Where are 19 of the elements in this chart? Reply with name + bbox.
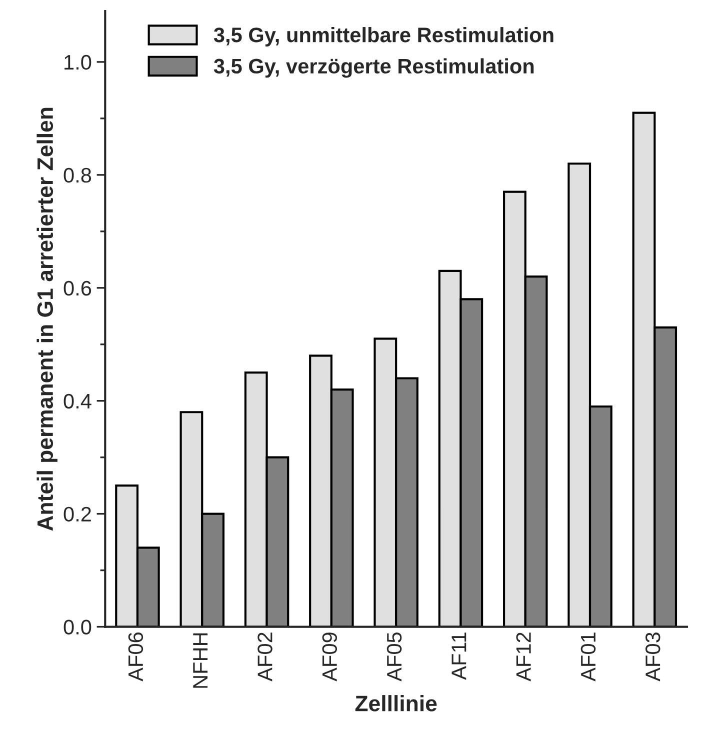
legend-label: 3,5 Gy, unmittelbare Restimulation (214, 27, 554, 46)
x-tick-label: AF03 (645, 632, 660, 682)
x-tick-label: AF06 (128, 632, 144, 682)
x-tick-label: AF02 (258, 632, 272, 682)
y-tick-label: 0.0 (64, 620, 92, 635)
y-tick-label: 0.4 (64, 394, 92, 409)
x-tick-label: AF01 (580, 632, 596, 682)
legend-label: 3,5 Gy, verzögerte Restimulation (214, 58, 534, 78)
y-tick-label: 0.2 (64, 506, 91, 522)
x-tick-label: AF05 (386, 632, 402, 682)
x-tick-label: AF09 (322, 632, 338, 682)
x-tick-label: AF11 (452, 632, 466, 680)
x-axis-title: Zelllinie (355, 695, 437, 712)
y-tick-label: 1.0 (64, 54, 92, 70)
x-tick-label: AF12 (516, 632, 531, 682)
x-tick-label: NFHH (193, 633, 208, 688)
y-tick-label: 0.6 (64, 280, 92, 296)
y-axis-title: Anteil permanent in G1 arretierter Zellen (36, 108, 58, 531)
y-tick-label: 0.8 (64, 168, 92, 183)
